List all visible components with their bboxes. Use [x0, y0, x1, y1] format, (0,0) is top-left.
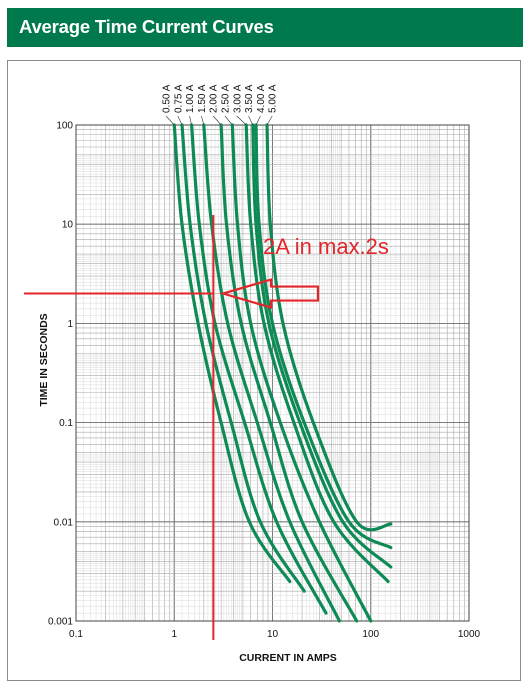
y-tick-label: 100: [56, 121, 73, 132]
curve-075: [180, 123, 306, 593]
annotation-arrow: [219, 278, 320, 310]
x-tick-label: 10: [267, 629, 279, 640]
header-bar: Average Time Current Curves: [7, 8, 523, 47]
curve-100: [190, 123, 328, 615]
plot-border: [75, 124, 470, 622]
series-leader-line: [201, 115, 205, 126]
series-leader-line: [236, 115, 247, 126]
curve-300: [244, 123, 390, 584]
curve-050: [172, 123, 292, 584]
series-label: 2.50 A: [221, 84, 232, 113]
curve-400: [254, 123, 393, 550]
chart-frame: [7, 60, 521, 681]
y-axis-label: TIME IN SECONDS: [38, 313, 50, 406]
curve-350: [251, 123, 393, 569]
x-axis-label: CURRENT IN AMPS: [239, 652, 337, 664]
x-tick-label: 1: [171, 629, 177, 640]
x-tick-label: 0.1: [69, 629, 83, 640]
series-label: 1.50 A: [197, 84, 208, 113]
x-tick-label: 100: [362, 629, 379, 640]
curve-150: [202, 123, 341, 623]
series-label: 4.00 A: [256, 84, 267, 113]
series-label: 3.50 A: [244, 84, 255, 113]
series-leader-line: [165, 115, 175, 126]
series-label: 5.00 A: [268, 84, 279, 113]
series-leader-line: [189, 115, 192, 126]
y-tick-label: 1: [67, 319, 73, 330]
x-tick-label: 1000: [458, 629, 481, 640]
series-label: 0.75 A: [173, 84, 184, 113]
series-label: 1.00 A: [185, 84, 196, 113]
series-label: 0.50 A: [162, 84, 173, 113]
series-leader-line: [266, 115, 273, 126]
curve-250: [230, 123, 373, 623]
series-label: 2.00 A: [209, 84, 220, 113]
series-leader-line: [212, 115, 222, 126]
curve-500: [265, 123, 393, 532]
series-leader-line: [177, 115, 183, 126]
series-leader-line: [255, 115, 261, 126]
y-tick-label: 0.01: [54, 517, 74, 528]
y-tick-label: 0.1: [59, 418, 73, 429]
annotation-text: 2A in max.2s: [263, 234, 389, 259]
curve-200: [219, 123, 359, 623]
series-leader-line: [224, 115, 233, 126]
series-leader-line: [248, 115, 254, 126]
y-tick-label: 10: [62, 220, 74, 231]
series-label: 3.00 A: [232, 84, 243, 113]
y-tick-label: 0.001: [48, 617, 73, 628]
page-title: Average Time Current Curves: [19, 16, 274, 37]
